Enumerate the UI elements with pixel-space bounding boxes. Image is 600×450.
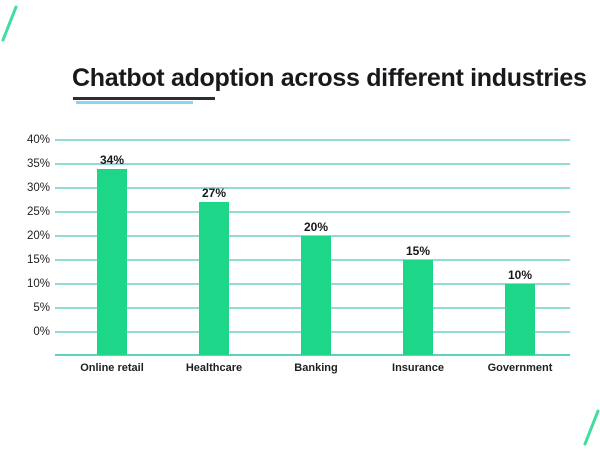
- x-axis-category-label: Government: [487, 362, 553, 374]
- y-axis-tick-label: 25%: [26, 205, 50, 218]
- bar-value-label: 15%: [405, 244, 431, 258]
- bar-healthcare: [199, 202, 229, 355]
- x-axis-category-label: Insurance: [392, 362, 444, 374]
- y-axis-tick-label: 20%: [26, 229, 50, 242]
- y-axis-tick-label: 0%: [33, 325, 50, 338]
- bar-banking: [301, 236, 331, 355]
- y-axis-tick-label: 35%: [26, 157, 50, 170]
- bar-insurance: [403, 260, 433, 355]
- gridline-30: [55, 187, 570, 189]
- y-axis-tick-label: 10%: [26, 277, 50, 290]
- title-underline-blue: [76, 100, 193, 104]
- bar-value-label: 10%: [507, 268, 533, 282]
- x-axis-category-label: Banking: [294, 362, 338, 374]
- x-axis-baseline: [55, 354, 570, 356]
- y-axis-tick-label: 30%: [26, 181, 50, 194]
- gridline-25: [55, 211, 570, 213]
- y-axis-tick-label: 40%: [26, 133, 50, 146]
- chart-title: Chatbot adoption across different indust…: [72, 64, 587, 92]
- x-axis-category-label: Healthcare: [185, 362, 243, 374]
- bar-value-label: 20%: [303, 220, 329, 234]
- bar-online-retail: [97, 168, 127, 355]
- y-axis-tick-label: 5%: [33, 301, 50, 314]
- x-axis-category-label: Online retail: [80, 362, 144, 374]
- bar-value-label: 27%: [201, 186, 227, 201]
- gridline-40: [55, 139, 570, 141]
- title-underline-dark: [73, 97, 215, 100]
- bar-value-label: 34%: [99, 152, 125, 167]
- y-axis-tick-label: 15%: [26, 253, 50, 266]
- gridline-35: [55, 163, 570, 165]
- bar-government: [505, 284, 535, 355]
